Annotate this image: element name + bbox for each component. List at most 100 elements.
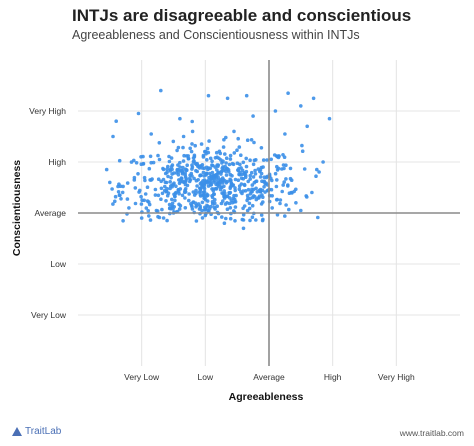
data-point [215, 163, 219, 167]
data-point [200, 208, 204, 213]
data-point [222, 194, 226, 199]
data-point [186, 157, 191, 161]
data-point [119, 197, 123, 201]
data-point [191, 159, 196, 164]
data-point [194, 178, 199, 183]
data-point [171, 139, 176, 144]
data-point [286, 183, 290, 187]
data-point [196, 202, 201, 206]
data-point [205, 203, 209, 208]
data-point [189, 171, 194, 176]
data-point [265, 158, 269, 162]
x-axis-ticks: Very Low Low Average High Very High [124, 372, 415, 382]
data-point [237, 145, 242, 149]
data-point [211, 163, 215, 168]
data-point [190, 142, 194, 146]
data-point [181, 145, 185, 150]
data-point [191, 200, 196, 204]
data-point [172, 205, 176, 209]
data-point [190, 129, 195, 134]
data-point [257, 196, 261, 200]
data-point [194, 168, 198, 173]
data-point [132, 175, 137, 180]
y-tick-label: Low [50, 259, 66, 269]
data-point [259, 213, 264, 217]
data-point [156, 153, 160, 158]
data-point [253, 194, 257, 199]
data-point [224, 216, 228, 221]
data-point [168, 180, 172, 184]
data-point [206, 167, 210, 172]
data-point [110, 187, 114, 191]
data-point [160, 191, 165, 196]
data-point [187, 198, 191, 203]
data-point [175, 148, 179, 153]
data-point [248, 158, 252, 162]
data-point [228, 172, 233, 177]
data-point [134, 161, 139, 165]
y-tick-label: High [49, 157, 67, 167]
data-point [241, 160, 246, 165]
data-point [210, 170, 215, 175]
data-point [205, 158, 209, 162]
data-point [300, 149, 305, 153]
data-point [246, 187, 251, 192]
data-point [205, 199, 210, 203]
data-point [172, 171, 176, 175]
data-point [270, 194, 275, 198]
data-point [223, 202, 228, 206]
data-point [254, 197, 259, 202]
data-point [148, 154, 153, 159]
data-point [144, 206, 149, 210]
x-tick-label: Very Low [124, 372, 160, 382]
data-point [208, 156, 213, 161]
data-point [170, 197, 174, 202]
data-point [139, 155, 143, 159]
data-point [217, 156, 221, 161]
data-point [213, 215, 218, 220]
data-point [239, 176, 244, 181]
data-point [176, 170, 181, 174]
data-point [180, 177, 184, 181]
data-point [219, 185, 224, 189]
data-point [183, 187, 188, 191]
data-point [276, 155, 281, 160]
data-point [262, 185, 266, 189]
data-point [281, 183, 286, 187]
data-point [185, 183, 190, 188]
data-point [188, 146, 192, 151]
data-point [177, 181, 182, 186]
data-point [164, 180, 169, 185]
data-point [225, 207, 230, 211]
data-point [287, 207, 291, 212]
data-point [165, 193, 170, 198]
data-point [147, 202, 152, 207]
data-point [253, 168, 257, 173]
data-point [221, 145, 226, 149]
data-point [242, 182, 247, 187]
data-point [160, 207, 164, 212]
data-point [270, 178, 274, 183]
data-points [104, 88, 332, 231]
data-point [210, 194, 214, 198]
data-point [241, 206, 245, 211]
data-point [165, 167, 169, 171]
data-point [214, 173, 218, 177]
data-point [201, 170, 206, 175]
data-point [288, 166, 293, 171]
data-point [173, 191, 178, 196]
data-point [220, 179, 225, 183]
data-point [224, 161, 228, 165]
triangle-logo-icon [12, 427, 22, 436]
data-point [153, 193, 158, 197]
data-point [262, 180, 266, 184]
y-axis-title: Conscientiousness [11, 160, 23, 256]
data-point [194, 191, 198, 196]
data-point [118, 193, 122, 197]
data-point [284, 177, 288, 181]
data-point [305, 195, 309, 199]
data-point [164, 189, 168, 194]
data-point [273, 171, 278, 176]
data-point [121, 219, 125, 223]
